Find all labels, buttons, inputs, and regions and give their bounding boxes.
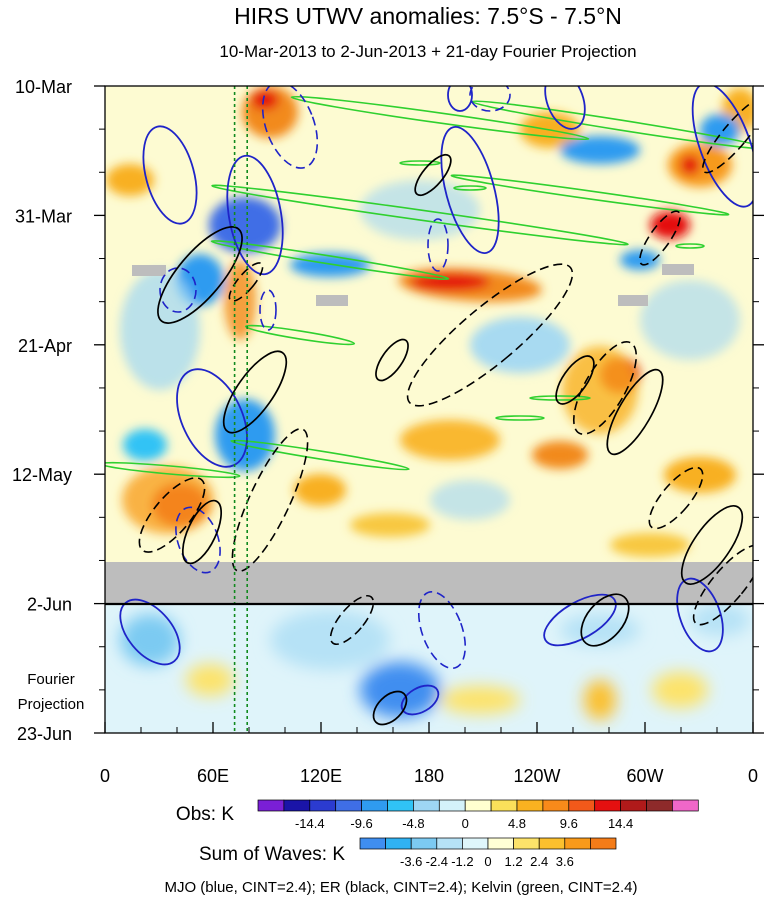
- waves-tick-label-2: -1.2: [451, 854, 473, 869]
- er-contours: [157, 153, 744, 726]
- obs-swatch-9: [490, 799, 518, 812]
- waves-tick-label-5: 2.4: [530, 854, 548, 869]
- waves-tick-label-6: 3.6: [556, 854, 574, 869]
- y-tick-label-4: 2-Jun: [27, 595, 72, 615]
- minor-ticks: [99, 128, 759, 733]
- waves-swatch-8: [564, 837, 591, 850]
- obs-swatch-13: [594, 799, 621, 812]
- waves-colorbar-labels: -3.6 -2.4 -1.2 0 1.2 2.4 3.6: [400, 854, 574, 869]
- chart-subtitle: 10-Mar-2013 to 2-Jun-2013 + 21-day Fouri…: [219, 42, 636, 61]
- obs-colorbar: Obs: K -14.4 -9.6 -4.8 0 4.8 9.6 14.4: [176, 799, 699, 831]
- obs-swatch-10: [516, 799, 544, 812]
- waves-tick-label-4: 1.2: [505, 854, 523, 869]
- obs-swatch-3: [335, 799, 362, 812]
- obs-swatch-4: [361, 799, 388, 812]
- obs-tick-label-4: 4.8: [508, 816, 526, 831]
- obs-swatch-8: [464, 799, 492, 812]
- x-axis: 0 60E 120E 180 120W 60W 0: [100, 722, 758, 786]
- fourier-projection-field: [120, 604, 750, 720]
- x-tick-label-6: 0: [748, 766, 758, 786]
- obs-tick-label-6: 14.4: [608, 816, 633, 831]
- obs-colorbar-labels: -14.4 -9.6 -4.8 0 4.8 9.6 14.4: [295, 816, 633, 831]
- y-tick-label-1: 31-Mar: [15, 206, 72, 226]
- waves-swatch-1: [385, 837, 412, 850]
- waves-swatch-7: [538, 837, 566, 850]
- waves-swatch-6: [513, 837, 540, 850]
- obs-swatch-6: [413, 799, 440, 812]
- obs-colorbar-label: Obs: K: [176, 804, 234, 825]
- obs-swatch-5: [387, 799, 414, 812]
- x-tick-label-1: 60E: [197, 766, 229, 786]
- obs-swatch-0: [257, 799, 285, 812]
- obs-colorbar-swatches: [257, 799, 699, 812]
- waves-colorbar: Sum of Waves: K -3.6 -2.4 -1.2 0 1.2 2.4 3.6: [199, 837, 617, 869]
- obs-tick-label-5: 9.6: [560, 816, 578, 831]
- waves-swatch-3: [436, 837, 463, 850]
- obs-swatch-16: [672, 799, 699, 812]
- obs-swatch-11: [542, 799, 570, 812]
- obs-tick-label-3: 0: [462, 816, 469, 831]
- waves-swatch-4: [462, 837, 489, 850]
- obs-swatch-7: [438, 799, 466, 812]
- y-tick-label-3: 12-May: [12, 465, 72, 485]
- x-tick-label-5: 60W: [626, 766, 663, 786]
- waves-colorbar-swatches: [359, 837, 617, 850]
- obs-swatch-1: [283, 799, 311, 812]
- obs-tick-label-0: -14.4: [295, 816, 325, 831]
- x-tick-label-2: 120E: [300, 766, 342, 786]
- waves-swatch-0: [359, 837, 386, 850]
- waves-swatch-9: [590, 837, 617, 850]
- waves-tick-label-1: -2.4: [426, 854, 448, 869]
- projection-label-line1: Fourier: [27, 671, 75, 688]
- x-tick-label-0: 0: [100, 766, 110, 786]
- waves-tick-label-3: 0: [484, 854, 491, 869]
- waves-tick-label-0: -3.6: [400, 854, 422, 869]
- missing-data-patches: [105, 264, 753, 604]
- y-axis: 10-Mar 31-Mar 21-Apr 12-May 2-Jun 23-Jun: [12, 77, 764, 744]
- y-tick-label-0: 10-Mar: [15, 77, 72, 97]
- chart-title: HIRS UTWV anomalies: 7.5°S - 7.5°N: [234, 3, 622, 29]
- waves-swatch-2: [410, 837, 438, 850]
- projection-label-line2: Projection: [18, 696, 85, 713]
- x-tick-label-3: 180: [414, 766, 444, 786]
- y-tick-label-2: 21-Apr: [18, 336, 72, 356]
- contour-legend: MJO (blue, CINT=2.4); ER (black, CINT=2.…: [164, 879, 637, 896]
- x-tick-label-4: 120W: [513, 766, 560, 786]
- waves-swatch-5: [487, 837, 514, 850]
- obs-swatch-12: [568, 799, 596, 812]
- obs-tick-label-1: -9.6: [350, 816, 372, 831]
- obs-anomaly-field: [106, 86, 753, 557]
- y-tick-label-5: 23-Jun: [17, 724, 72, 744]
- obs-swatch-2: [309, 799, 337, 812]
- er-negative-contours: [138, 96, 753, 646]
- obs-tick-label-2: -4.8: [402, 816, 424, 831]
- obs-swatch-15: [646, 799, 673, 812]
- plot-area: [105, 86, 753, 733]
- obs-swatch-14: [620, 799, 647, 812]
- waves-colorbar-label: Sum of Waves: K: [199, 844, 345, 865]
